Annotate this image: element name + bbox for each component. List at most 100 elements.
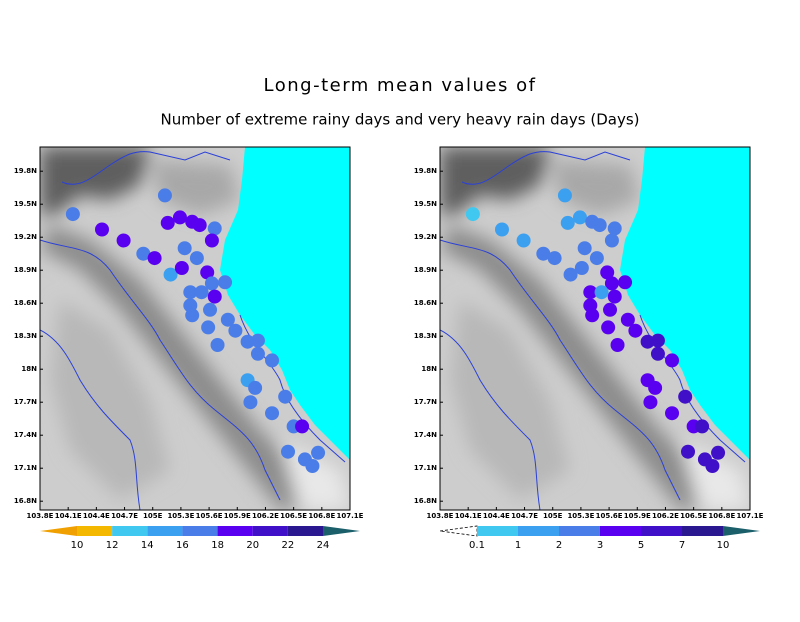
x-tick-label: 106.5E xyxy=(680,512,707,520)
station xyxy=(603,302,618,317)
colorbar-bin xyxy=(217,526,253,536)
station xyxy=(200,265,215,280)
station xyxy=(678,389,693,404)
station xyxy=(220,312,235,327)
station xyxy=(248,380,263,395)
x-tick-label: 105.9E xyxy=(224,512,251,520)
station xyxy=(601,320,616,335)
y-tick-label: 19.2N xyxy=(414,233,437,241)
station xyxy=(643,395,658,410)
y-tick-label: 18.3N xyxy=(14,332,37,340)
station xyxy=(607,221,622,236)
y-tick-label: 18.6N xyxy=(414,299,437,307)
station xyxy=(600,265,615,280)
colorbar-bin xyxy=(682,526,723,536)
station xyxy=(65,207,80,222)
station xyxy=(592,218,607,233)
station xyxy=(174,261,189,275)
station xyxy=(681,444,695,459)
colorbar-bin xyxy=(77,526,113,536)
station xyxy=(250,346,265,361)
colorbar-label: 16 xyxy=(176,540,189,551)
colorbar-over xyxy=(323,526,360,536)
station xyxy=(607,289,622,304)
x-tick-label: 105.9E xyxy=(624,512,651,520)
x-tick-label: 106.5E xyxy=(280,512,307,520)
x-tick-label: 104.7E xyxy=(111,512,138,520)
colorbar-label: 2 xyxy=(556,540,562,551)
colorbar-label: 10 xyxy=(717,540,730,551)
x-tick-label: 105.3E xyxy=(567,512,594,520)
station xyxy=(583,285,598,300)
station xyxy=(665,353,680,368)
colorbar-label: 20 xyxy=(246,540,259,551)
colorbar-bin xyxy=(518,526,559,536)
y-tick-label: 18N xyxy=(421,365,437,373)
station xyxy=(218,275,233,290)
x-tick-label: 106.8E xyxy=(708,512,735,520)
y-tick-label: 18.6N xyxy=(14,299,37,307)
colorbar-label: 3 xyxy=(597,540,603,551)
station xyxy=(203,302,218,317)
y-tick-label: 18.3N xyxy=(414,332,437,340)
x-tick-label: 104.4E xyxy=(483,512,510,520)
colorbar-under xyxy=(439,525,478,537)
map-frame xyxy=(39,146,351,511)
station xyxy=(610,338,625,352)
colorbar-label: 0.1 xyxy=(469,540,485,551)
station xyxy=(604,233,619,248)
colorbar-bin xyxy=(182,526,218,536)
station xyxy=(305,459,320,473)
station xyxy=(163,267,178,282)
colorbar-label: 1 xyxy=(515,540,521,551)
title: Long-term mean values of xyxy=(264,75,537,96)
station xyxy=(265,406,280,421)
colorbar-label: 14 xyxy=(141,540,154,551)
y-tick-label: 19.5N xyxy=(14,200,37,208)
x-tick-label: 103.8E xyxy=(27,512,54,520)
y-tick-label: 16.8N xyxy=(414,497,437,505)
station xyxy=(207,289,222,304)
colorbar-label: 24 xyxy=(317,540,330,551)
y-tick-label: 18.9N xyxy=(14,266,37,274)
x-tick-label: 106.8E xyxy=(308,512,335,520)
station xyxy=(295,419,310,434)
station xyxy=(192,218,207,233)
station xyxy=(560,215,575,230)
colorbar-label: 10 xyxy=(71,540,84,551)
station xyxy=(204,276,219,291)
station xyxy=(240,334,255,349)
y-tick-label: 17.1N xyxy=(14,464,37,472)
x-tick-label: 105E xyxy=(143,512,163,520)
station xyxy=(594,285,609,300)
station xyxy=(574,261,589,275)
station xyxy=(465,207,480,222)
station xyxy=(278,389,293,404)
colorbar-bin xyxy=(287,526,323,536)
x-tick-label: 105.6E xyxy=(596,512,623,520)
station xyxy=(516,233,531,248)
x-tick-label: 105E xyxy=(543,512,563,520)
colorbar-over xyxy=(723,526,760,536)
station xyxy=(281,444,295,459)
station xyxy=(207,221,222,236)
map-panel: 103.8E 104.1E 104.4E 104.7E 105E 105.3E 105.6E… xyxy=(14,146,364,551)
colorbar-under xyxy=(40,526,77,536)
x-tick-label: 106.2E xyxy=(252,512,279,520)
station xyxy=(557,188,572,203)
station xyxy=(147,251,162,266)
x-tick-label: 106.2E xyxy=(652,512,679,520)
station xyxy=(572,210,587,225)
station xyxy=(265,353,280,368)
subtitle: Number of extreme rainy days and very he… xyxy=(161,111,640,129)
station xyxy=(157,188,172,203)
colorbar-label: 7 xyxy=(679,540,685,551)
station xyxy=(665,406,680,421)
station xyxy=(628,323,643,338)
station xyxy=(589,251,604,266)
map-panel: 103.8E 104.1E 104.4E 104.7E 105E 105.3E 105.6E… xyxy=(414,146,764,551)
station xyxy=(243,395,258,410)
y-tick-label: 19.8N xyxy=(14,167,37,175)
station xyxy=(95,222,109,237)
station xyxy=(648,380,663,395)
